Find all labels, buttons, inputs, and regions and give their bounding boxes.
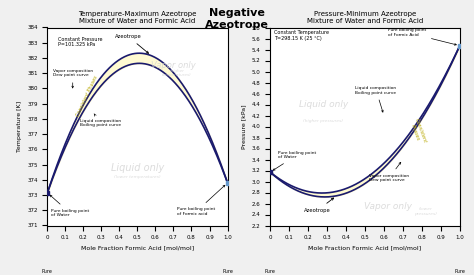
Text: Liquid only: Liquid only (111, 163, 164, 173)
Text: Constant Temperature
T=298.15 K (25 °C): Constant Temperature T=298.15 K (25 °C) (274, 30, 329, 41)
Text: Vapor only: Vapor only (364, 202, 412, 211)
Text: Pure
Formic Acid: Pure Formic Acid (213, 269, 242, 275)
Text: Pure
Formic Acid: Pure Formic Acid (446, 269, 474, 275)
Text: Pure boiling point
of Water: Pure boiling point of Water (50, 195, 89, 217)
Y-axis label: Temperature [K]: Temperature [K] (17, 101, 22, 152)
Text: Pure
Water: Pure Water (40, 269, 55, 275)
Text: Azeotrope: Azeotrope (304, 198, 334, 213)
Text: Pure boiling point
of Water: Pure boiling point of Water (273, 151, 316, 170)
Text: Pure
Water: Pure Water (263, 269, 278, 275)
Text: Coexistent Phases: Coexistent Phases (75, 75, 99, 117)
Text: Pure boiling point
of Formic Acid: Pure boiling point of Formic Acid (388, 28, 456, 45)
Y-axis label: Pressure [kPa]: Pressure [kPa] (241, 104, 246, 149)
Text: Azeotrope: Azeotrope (115, 34, 148, 53)
Text: Coexistent
Phases: Coexistent Phases (409, 118, 428, 146)
Text: Vapor composition
Dew point curve: Vapor composition Dew point curve (369, 162, 409, 183)
Text: (lower
pressures): (lower pressures) (414, 207, 437, 216)
Text: (higher pressures): (higher pressures) (303, 119, 343, 123)
X-axis label: Mole Fraction Formic Acid [mol/mol]: Mole Fraction Formic Acid [mol/mol] (81, 246, 194, 251)
Text: (higher
temperatures): (higher temperatures) (162, 69, 192, 78)
Text: Liquid only: Liquid only (299, 100, 348, 109)
X-axis label: Mole Fraction Formic Acid [mol/mol]: Mole Fraction Formic Acid [mol/mol] (309, 246, 421, 251)
Text: (lower temperatures): (lower temperatures) (114, 175, 161, 179)
Text: Liquid composition
Boiling point curve: Liquid composition Boiling point curve (80, 114, 121, 128)
Title: Temperature-Maximum Azeotrope
Mixture of Water and Formic Acid: Temperature-Maximum Azeotrope Mixture of… (78, 11, 197, 24)
Title: Pressure-Minimum Azeotrope
Mixture of Water and Formic Acid: Pressure-Minimum Azeotrope Mixture of Wa… (307, 11, 423, 24)
Text: Pure boiling point
of Formic acid: Pure boiling point of Formic acid (177, 185, 225, 216)
Text: Liquid composition
Boiling point curve: Liquid composition Boiling point curve (356, 86, 397, 112)
Text: Negative
Azeotrope: Negative Azeotrope (205, 8, 269, 30)
Text: Vapor only: Vapor only (151, 61, 196, 70)
Text: Vapor composition
Dew point curve: Vapor composition Dew point curve (53, 69, 93, 88)
Text: Constant Pressure
P=101.325 kPa: Constant Pressure P=101.325 kPa (58, 37, 103, 48)
